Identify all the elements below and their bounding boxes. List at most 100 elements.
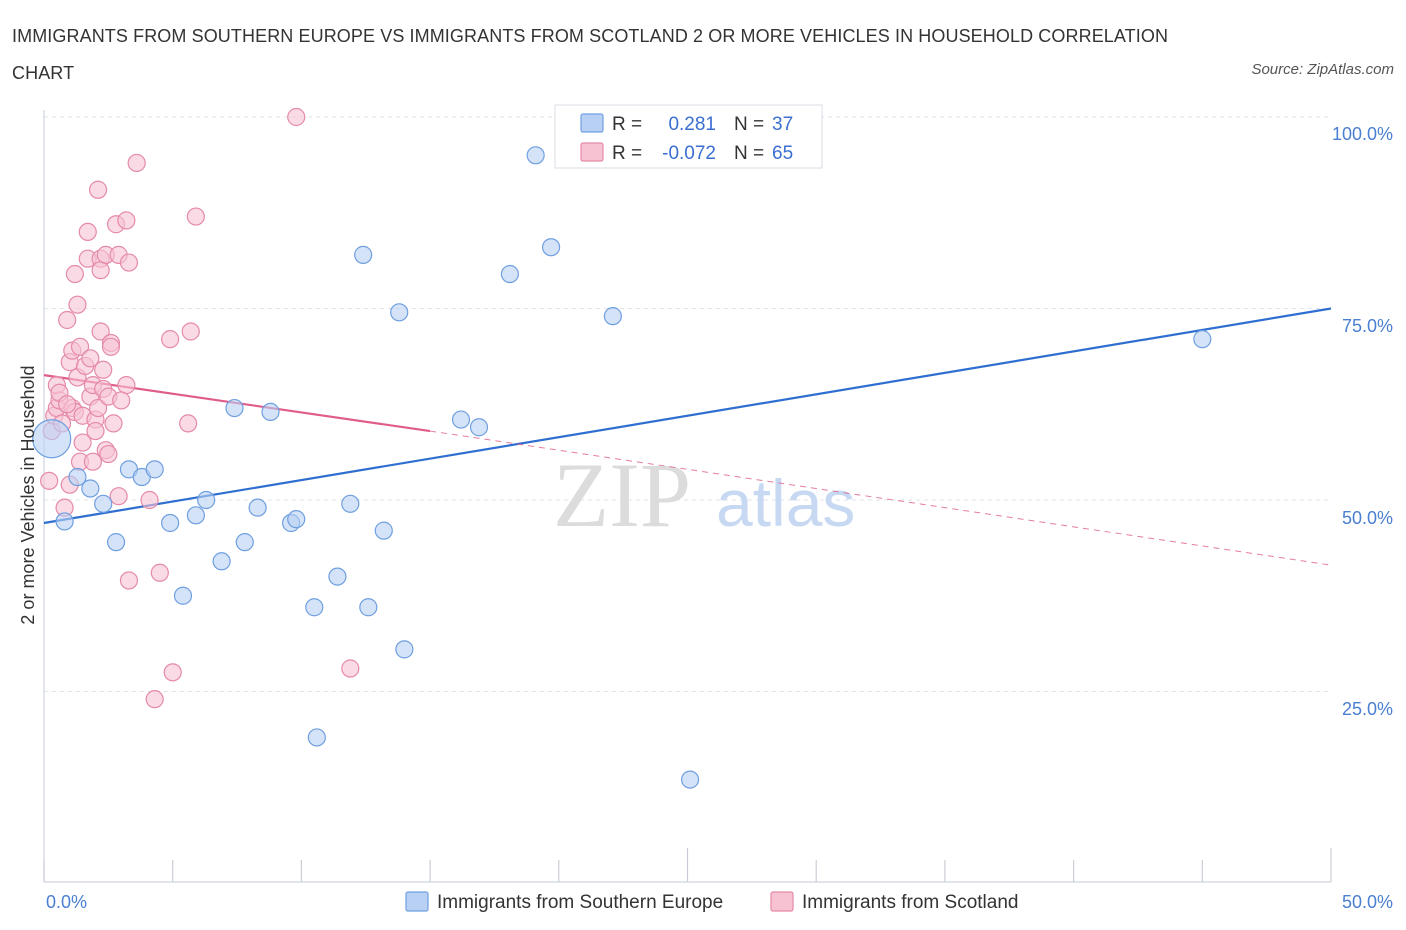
scotland-point (145, 690, 164, 709)
scotland-point (58, 395, 77, 414)
legend-n-label: N = (734, 143, 764, 164)
scotland-point (179, 414, 198, 433)
legend-r-label: R = (612, 114, 642, 135)
scotland-point (78, 222, 97, 241)
southern-europe-point (186, 506, 205, 525)
legend-r-value: 0.281 (668, 114, 716, 135)
southern-europe-point (161, 513, 180, 533)
scotland-point (119, 253, 139, 272)
southern-europe-point (307, 728, 326, 747)
y-tick-label: 50.0% (1342, 508, 1393, 528)
legend-swatch-pink (580, 142, 604, 162)
southern-europe-point (374, 521, 393, 540)
chart-source: Source: ZipAtlas.com (1251, 61, 1394, 78)
legend-n-value: 65 (772, 143, 793, 164)
southern-europe-point (341, 494, 360, 513)
scotland-point (68, 295, 87, 314)
southern-europe-point (173, 586, 193, 605)
scotland-point (163, 663, 182, 682)
southern-europe-point (328, 567, 347, 586)
scotland-point (150, 563, 169, 582)
southern-europe-point (106, 533, 126, 552)
scotland-point (119, 571, 139, 590)
trend-line-southern-europe (43, 307, 1332, 525)
watermark-atlas: atlas (716, 466, 855, 540)
scotland-point (109, 487, 128, 506)
scotland-point (117, 376, 136, 395)
legend-r-label: R = (612, 143, 642, 164)
scotland-point (101, 337, 121, 356)
southern-europe-point (145, 460, 164, 479)
southern-europe-point (305, 598, 324, 617)
bottom-legend: Immigrants from Southern Europe Immigran… (405, 891, 1018, 913)
scotland-point (65, 264, 84, 284)
southern-europe-point (212, 552, 231, 571)
scotland-point (91, 261, 110, 280)
southern-europe-point (197, 490, 216, 510)
southern-europe-point (390, 303, 409, 322)
chart-title: IMMIGRANTS FROM SOUTHERN EUROPE VS IMMIG… (12, 26, 1169, 83)
scotland-point (91, 322, 110, 341)
legend-r-value: -0.072 (662, 143, 716, 164)
scotland-point (112, 391, 131, 410)
scotland-point (83, 452, 103, 471)
scotland-point (104, 414, 123, 433)
legend-swatch-blue (580, 113, 604, 133)
southern-europe-point (526, 146, 545, 165)
scotland-point (341, 659, 360, 678)
southern-europe-point (235, 533, 254, 552)
southern-europe-point (680, 770, 700, 789)
bottom-legend-label: Immigrants from Southern Europe (437, 892, 723, 913)
southern-europe-point (68, 467, 87, 487)
bottom-legend-swatch-pink (770, 891, 794, 912)
southern-europe-point (225, 398, 244, 418)
southern-europe-point (261, 402, 280, 422)
scotland-point (58, 310, 77, 330)
scotland-point (140, 490, 159, 510)
legend-n-value: 37 (772, 114, 793, 135)
scotland-point (73, 433, 92, 452)
southern-europe-point (603, 307, 622, 326)
data-points (32, 107, 1212, 789)
scotland-point (117, 211, 136, 230)
scotland-point (161, 330, 180, 349)
scotland-point (81, 349, 100, 368)
x-tick-label: 0.0% (46, 892, 87, 912)
legend: R = 0.281 N = 37 R = -0.072 N = 65 (554, 104, 823, 169)
southern-europe-point (248, 498, 267, 517)
watermark-zip: ZIP (553, 444, 691, 546)
southern-europe-point (32, 419, 72, 459)
scotland-point (88, 180, 108, 199)
southern-europe-point (94, 494, 113, 513)
southern-europe-point (287, 510, 306, 529)
southern-europe-point (395, 640, 414, 659)
trend-line-scotland-extension (430, 430, 1332, 566)
scotland-point (70, 337, 90, 356)
scotland-point (127, 153, 146, 173)
scotland-point (287, 107, 306, 127)
scotland-point (94, 360, 113, 379)
scotland-point (99, 444, 118, 464)
legend-n-label: N = (734, 114, 764, 135)
scotland-point (181, 322, 200, 341)
bottom-legend-label: Immigrants from Scotland (802, 892, 1018, 913)
scotland-point (86, 421, 105, 441)
x-ticks (43, 848, 1332, 882)
southern-europe-point (469, 418, 489, 437)
scotland-point (186, 207, 205, 226)
southern-europe-point (354, 245, 373, 264)
southern-europe-point (500, 264, 519, 284)
southern-europe-point (451, 410, 471, 429)
y-axis-title: 2 or more Vehicles in Household (18, 365, 38, 624)
southern-europe-point (1193, 330, 1212, 349)
y-tick-label: 75.0% (1342, 316, 1393, 336)
x-tick-label: 50.0% (1342, 892, 1393, 912)
southern-europe-point (541, 238, 561, 257)
y-tick-label: 25.0% (1342, 699, 1393, 719)
southern-europe-point (81, 479, 100, 498)
scotland-point (40, 471, 59, 490)
scotland-point (88, 398, 108, 418)
southern-europe-point (55, 512, 74, 531)
bottom-legend-swatch-blue (405, 891, 429, 912)
